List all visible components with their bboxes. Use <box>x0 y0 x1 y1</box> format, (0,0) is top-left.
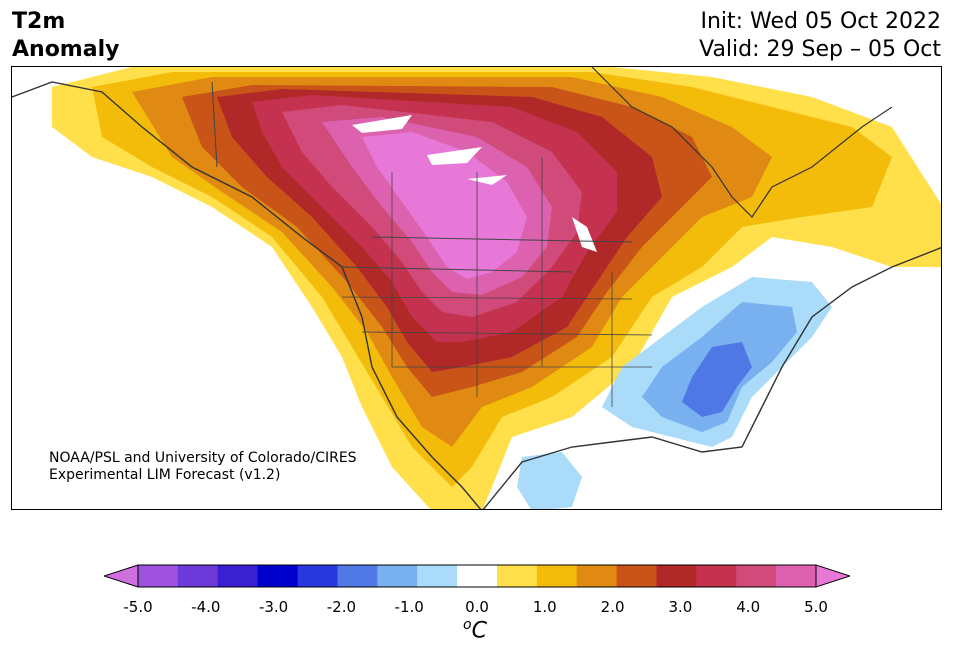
colorbar-tick-label: 2.0 <box>600 598 625 616</box>
colorbar-tick-label: -2.0 <box>326 598 357 616</box>
colorbar-tick-label: 1.0 <box>532 598 557 616</box>
colorbar-segment <box>656 565 697 587</box>
credit-text: NOAA/PSL and University of Colorado/CIRE… <box>49 450 357 484</box>
coastline <box>482 247 941 509</box>
coastline <box>12 81 482 509</box>
colorbar-tick-label: 5.0 <box>804 598 828 616</box>
colorbar-segment <box>297 565 338 587</box>
colorbar-tick-label: -4.0 <box>191 598 221 616</box>
colorbar-segment <box>616 565 657 587</box>
cold-band-3 <box>682 342 752 417</box>
colorbar-tick-label: -5.0 <box>123 598 153 616</box>
lake <box>427 147 482 165</box>
colorbar-segment <box>457 565 498 587</box>
colorbar-frame <box>137 564 817 588</box>
colorbar-segment <box>337 565 378 587</box>
colorbar-segment <box>177 565 219 587</box>
state-borders <box>341 157 653 407</box>
colorbar-segment <box>257 565 299 587</box>
colorbar <box>104 564 850 588</box>
colorbar-segment <box>138 565 179 587</box>
credit-line-1: NOAA/PSL and University of Colorado/CIRE… <box>49 450 357 466</box>
colorbar-segment <box>377 565 418 587</box>
lake <box>572 217 597 252</box>
coastline <box>591 67 893 218</box>
colorbar-tick-label: 3.0 <box>668 598 693 616</box>
colorbar-segment <box>217 565 259 587</box>
colorbar-tick-label: -3.0 <box>258 598 289 616</box>
init-date: Init: Wed 05 Oct 2022 <box>700 9 941 34</box>
country-border <box>211 81 633 273</box>
forecast-dates: Init: Wed 05 Oct 2022 Valid: 29 Sep – 05… <box>699 8 941 64</box>
colorbar-segment <box>536 565 578 587</box>
title-line-2: Anomaly <box>12 37 120 62</box>
colorbar-segment <box>496 565 538 587</box>
colorbar-segment <box>576 565 618 587</box>
colorbar-extend-high <box>815 564 850 588</box>
anomaly-band-9 <box>362 132 527 279</box>
valid-date: Valid: 29 Sep – 05 Oct <box>699 37 941 62</box>
cold-band-gulf <box>517 452 582 509</box>
colorbar-segment <box>776 565 817 587</box>
anomaly-map <box>11 66 942 510</box>
colorbar-extend-low <box>104 564 139 588</box>
map-canvas <box>12 67 941 509</box>
lake <box>467 175 507 185</box>
title-line-1: T2m <box>12 9 66 34</box>
colorbar-unit: oC <box>463 617 487 643</box>
colorbar-segment <box>417 565 458 587</box>
colorbar-segment <box>696 565 737 587</box>
colorbar-tick-label: -1.0 <box>394 598 424 616</box>
unit-degree: o <box>463 617 472 633</box>
unit-celsius: C <box>471 618 487 644</box>
colorbar-segment <box>736 565 777 587</box>
colorbar-tick-label: 4.0 <box>736 598 761 616</box>
colorbar-tick-label: 0.0 <box>465 598 489 616</box>
lake <box>352 115 412 133</box>
credit-line-2: Experimental LIM Forecast (v1.2) <box>49 467 281 483</box>
map-title: T2m Anomaly <box>12 8 119 64</box>
